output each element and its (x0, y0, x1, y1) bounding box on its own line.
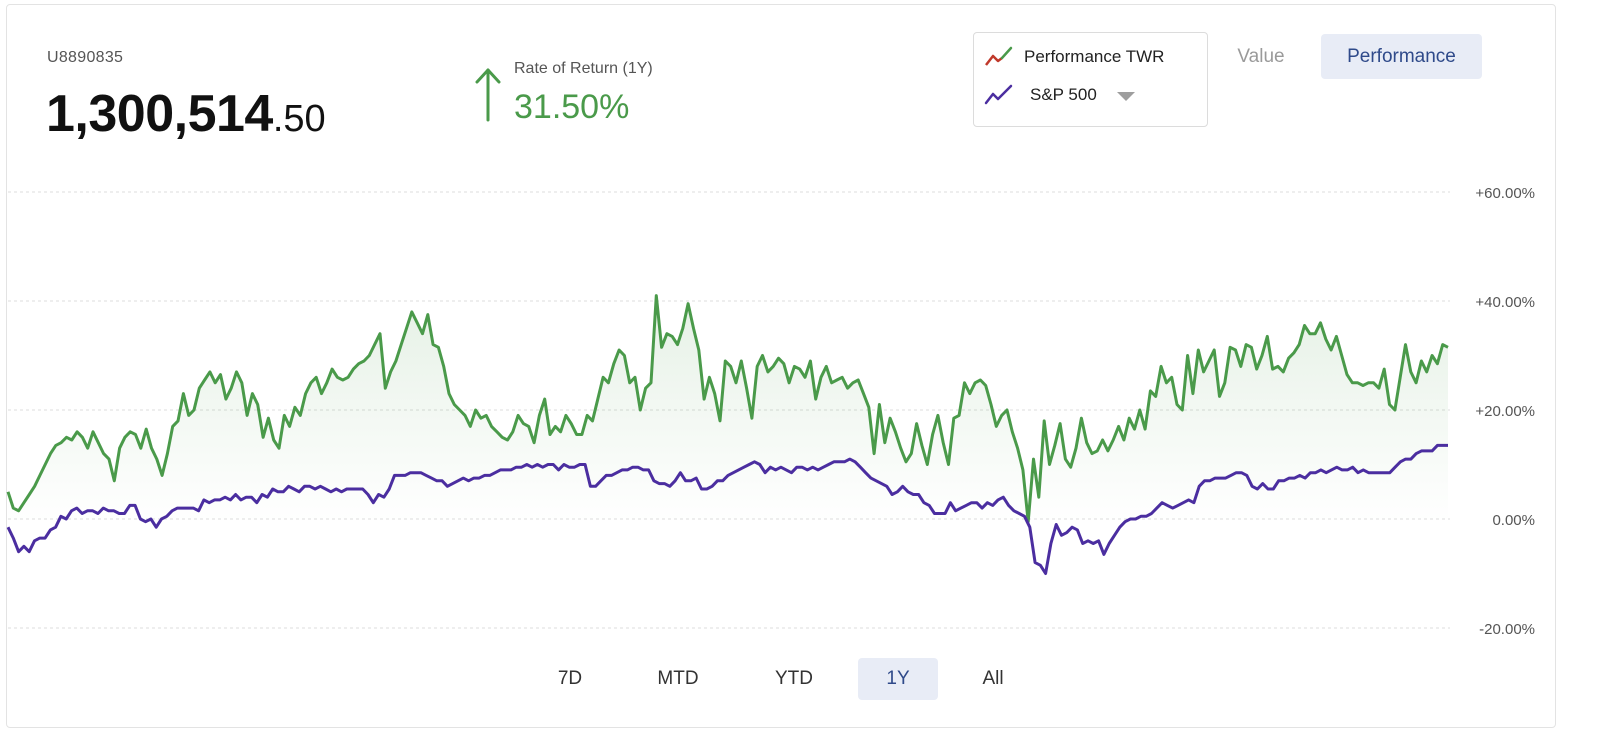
rate-of-return-value: 31.50% (514, 88, 630, 126)
balance-whole: 1,300,514 (46, 85, 273, 143)
y-tick-label: +40.00% (1475, 294, 1535, 311)
legend-item-performance-twr[interactable]: Performance TWR (974, 45, 1164, 69)
y-tick-label: +60.00% (1475, 185, 1535, 202)
legend-label: Performance TWR (1024, 47, 1165, 66)
y-tick-label: -20.00% (1479, 621, 1535, 638)
account-id: U8890835 (47, 49, 124, 66)
legend-item-sp500[interactable]: S&P 500 (974, 83, 1135, 107)
chart-legend[interactable]: Performance TWR S&P 500 (973, 32, 1208, 127)
balance-cents: .50 (272, 98, 326, 140)
range-7d-button[interactable]: 7D (557, 668, 583, 689)
time-range-selector: 7D MTD YTD 1Y All (0, 658, 1600, 700)
account-balance: 1,300,514.50 (46, 84, 326, 144)
range-1y-button[interactable]: 1Y (858, 658, 938, 700)
series-line-performance-twr (6, 294, 1449, 524)
range-all-button[interactable]: All (982, 668, 1004, 689)
y-tick-label: +20.00% (1475, 403, 1535, 420)
line-chart-icon (984, 84, 1013, 105)
value-toggle-button[interactable]: Value (1237, 46, 1285, 67)
series-area-0 (8, 295, 1448, 522)
rate-of-return-label: Rate of Return (1Y) (514, 60, 653, 77)
legend-label: S&P 500 (1030, 85, 1097, 104)
range-ytd-button[interactable]: YTD (775, 668, 813, 689)
line-chart-icon (985, 46, 1013, 66)
series-line-sp500 (6, 443, 1448, 575)
y-tick-label: 0.00% (1492, 512, 1535, 529)
range-mtd-button[interactable]: MTD (657, 668, 699, 689)
performance-toggle-button[interactable]: Performance (1321, 34, 1482, 79)
arrow-up-icon (475, 68, 501, 122)
caret-down-icon[interactable] (1116, 91, 1135, 101)
